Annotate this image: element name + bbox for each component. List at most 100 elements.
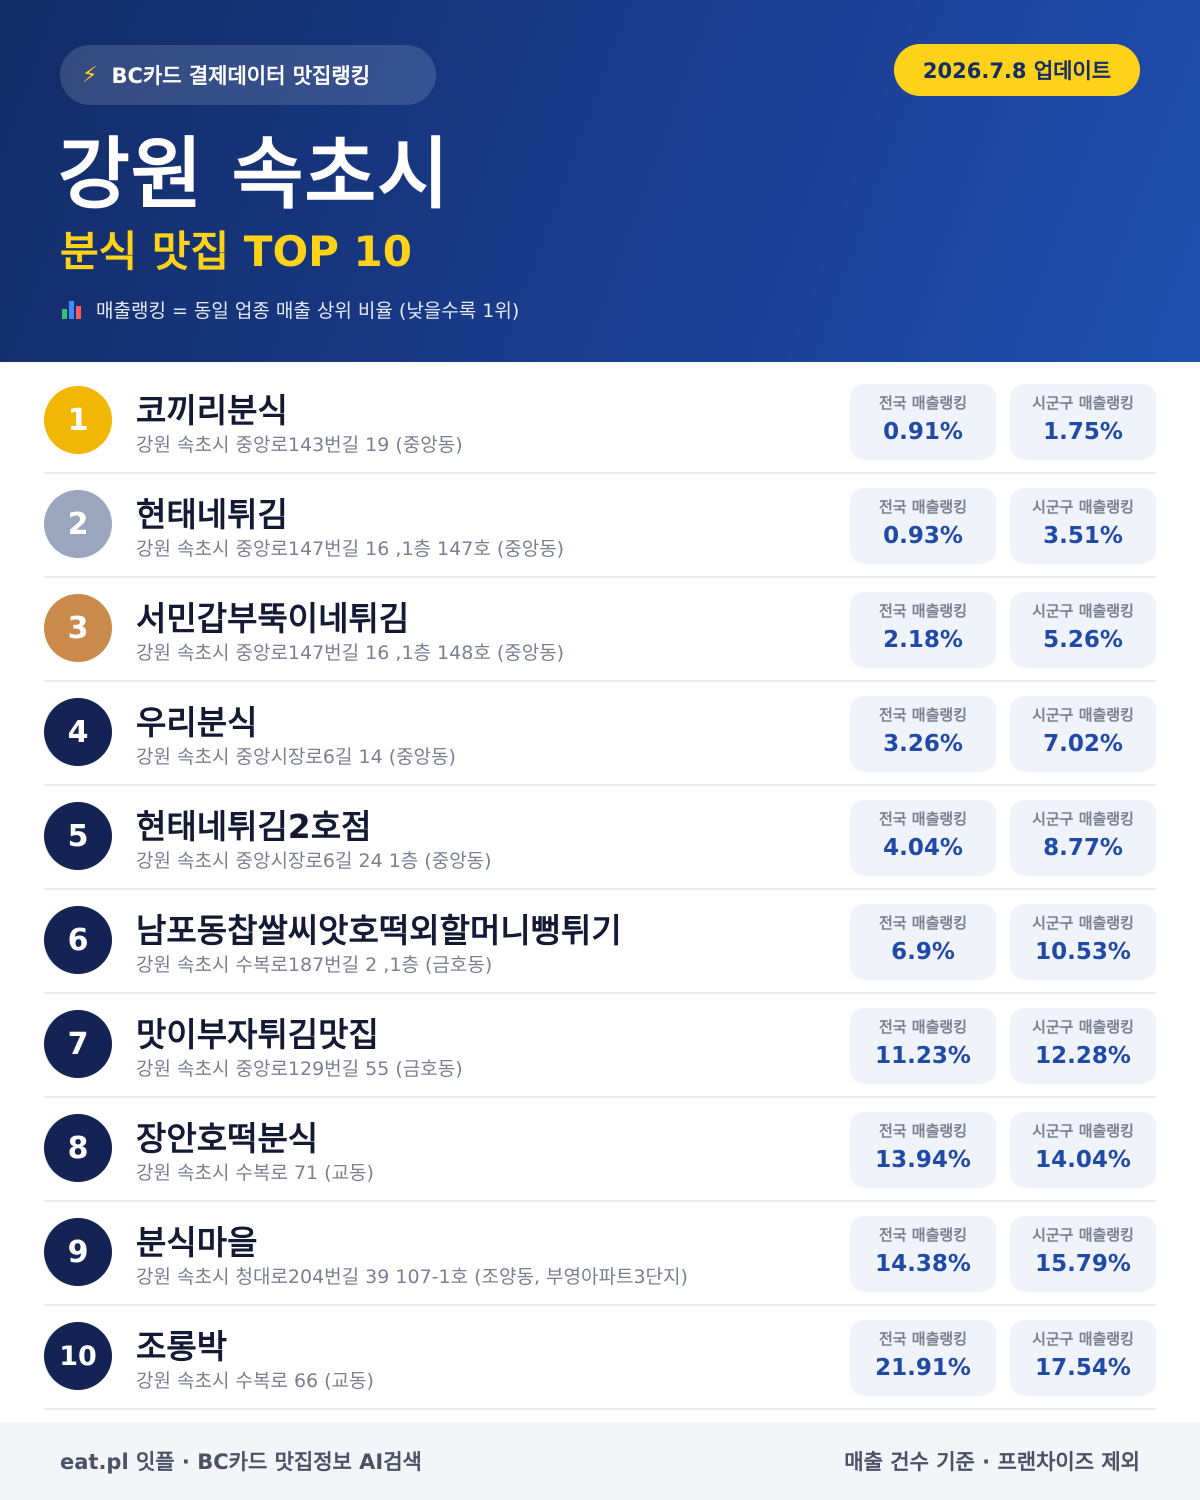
list-item[interactable]: 8 장안호떡분식 강원 속초시 수복로 71 (교동) 전국 매출랭킹 13.94% 시군…	[44, 1098, 1156, 1202]
source-badge: ⚡ BC카드 결제데이터 맛집랭킹	[60, 45, 436, 105]
footer: eat.pl 잇플 · BC카드 맛집정보 AI검색 매출 건수 기준 · 프랜…	[0, 1422, 1200, 1500]
local-ranking-value: 14.04%	[1035, 1147, 1131, 1173]
national-ranking-label: 전국 매출랭킹	[878, 394, 968, 412]
rank-badge: 2	[44, 490, 112, 558]
local-ranking-card: 시군구 매출랭킹 10.53%	[1010, 904, 1156, 980]
national-ranking-label: 전국 매출랭킹	[878, 602, 968, 620]
rank-badge: 3	[44, 594, 112, 662]
national-ranking-card: 전국 매출랭킹 13.94%	[850, 1112, 996, 1188]
local-ranking-label: 시군구 매출랭킹	[1032, 1018, 1134, 1036]
local-ranking-card: 시군구 매출랭킹 15.79%	[1010, 1216, 1156, 1292]
lightning-icon: ⚡	[82, 62, 98, 88]
rank-badge: 10	[44, 1322, 112, 1390]
update-date-badge: 2026.7.8 업데이트	[894, 44, 1140, 96]
national-ranking-label: 전국 매출랭킹	[878, 1018, 968, 1036]
restaurant-name: 우리분식	[136, 703, 258, 742]
national-ranking-label: 전국 매출랭킹	[878, 706, 968, 724]
national-ranking-label: 전국 매출랭킹	[878, 810, 968, 828]
national-ranking-value: 14.38%	[875, 1251, 971, 1277]
national-ranking-label: 전국 매출랭킹	[878, 1122, 968, 1140]
national-ranking-card: 전국 매출랭킹 3.26%	[850, 696, 996, 772]
restaurant-name: 코끼리분식	[136, 391, 288, 430]
national-ranking-card: 전국 매출랭킹 21.91%	[850, 1320, 996, 1396]
national-ranking-card: 전국 매출랭킹 11.23%	[850, 1008, 996, 1084]
local-ranking-card: 시군구 매출랭킹 1.75%	[1010, 384, 1156, 460]
national-ranking-value: 2.18%	[883, 627, 963, 653]
local-ranking-card: 시군구 매출랭킹 7.02%	[1010, 696, 1156, 772]
national-ranking-label: 전국 매출랭킹	[878, 914, 968, 932]
rank-badge: 9	[44, 1218, 112, 1286]
national-ranking-label: 전국 매출랭킹	[878, 498, 968, 516]
national-ranking-card: 전국 매출랭킹 6.9%	[850, 904, 996, 980]
local-ranking-card: 시군구 매출랭킹 8.77%	[1010, 800, 1156, 876]
national-ranking-value: 11.23%	[875, 1043, 971, 1069]
restaurant-address: 강원 속초시 중앙로147번길 16 ,1층 147호 (중앙동)	[136, 538, 565, 560]
restaurant-address: 강원 속초시 수복로187번길 2 ,1층 (금호동)	[136, 954, 493, 976]
rank-badge: 7	[44, 1010, 112, 1078]
local-ranking-value: 5.26%	[1043, 627, 1123, 653]
restaurant-address: 강원 속초시 중앙로129번길 55 (금호동)	[136, 1058, 463, 1080]
national-ranking-card: 전국 매출랭킹 2.18%	[850, 592, 996, 668]
local-ranking-label: 시군구 매출랭킹	[1032, 1226, 1134, 1244]
national-ranking-card: 전국 매출랭킹 14.38%	[850, 1216, 996, 1292]
local-ranking-card: 시군구 매출랭킹 17.54%	[1010, 1320, 1156, 1396]
footer-criteria: 매출 건수 기준 · 프랜차이즈 제외	[844, 1450, 1140, 1474]
ranking-list: 1 코끼리분식 강원 속초시 중앙로143번길 19 (중앙동) 전국 매출랭킹 0.9…	[44, 370, 1156, 1410]
local-ranking-card: 시군구 매출랭킹 3.51%	[1010, 488, 1156, 564]
restaurant-name: 맛이부자튀김맛집	[136, 1015, 379, 1054]
national-ranking-card: 전국 매출랭킹 0.93%	[850, 488, 996, 564]
national-ranking-value: 21.91%	[875, 1355, 971, 1381]
restaurant-address: 강원 속초시 중앙시장로6길 24 1층 (중앙동)	[136, 850, 492, 872]
region-title: 강원 속초시	[58, 130, 450, 220]
local-ranking-label: 시군구 매출랭킹	[1032, 810, 1134, 828]
restaurant-name: 분식마을	[136, 1223, 258, 1262]
national-ranking-label: 전국 매출랭킹	[878, 1226, 968, 1244]
restaurant-name: 남포동찹쌀씨앗호떡외할머니뻥튀기	[136, 911, 622, 950]
local-ranking-label: 시군구 매출랭킹	[1032, 914, 1134, 932]
footer-source: eat.pl 잇플 · BC카드 맛집정보 AI검색	[60, 1450, 422, 1474]
local-ranking-label: 시군구 매출랭킹	[1032, 602, 1134, 620]
list-item[interactable]: 10 조롱박 강원 속초시 수복로 66 (교동) 전국 매출랭킹 21.91% 시군구 …	[44, 1306, 1156, 1410]
restaurant-address: 강원 속초시 중앙로147번길 16 ,1층 148호 (중앙동)	[136, 642, 565, 664]
local-ranking-value: 8.77%	[1043, 835, 1123, 861]
header-banner: ⚡ BC카드 결제데이터 맛집랭킹 2026.7.8 업데이트 강원 속초시 분…	[0, 0, 1200, 362]
category-subtitle: 분식 맛집 TOP 10	[60, 227, 413, 276]
national-ranking-value: 4.04%	[883, 835, 963, 861]
list-item[interactable]: 4 우리분식 강원 속초시 중앙시장로6길 14 (중앙동) 전국 매출랭킹 3.26%…	[44, 682, 1156, 786]
ranking-note: 매출랭킹 = 동일 업종 매출 상위 비율 (낮을수록 1위)	[60, 296, 519, 323]
restaurant-address: 강원 속초시 중앙로143번길 19 (중앙동)	[136, 434, 463, 456]
restaurant-address: 강원 속초시 청대로204번길 39 107-1호 (조양동, 부영아파트3단지…	[136, 1266, 688, 1288]
source-badge-label: BC카드 결제데이터 맛집랭킹	[111, 64, 371, 88]
local-ranking-value: 12.28%	[1035, 1043, 1131, 1069]
list-item[interactable]: 5 현태네튀김2호점 강원 속초시 중앙시장로6길 24 1층 (중앙동) 전국 매출…	[44, 786, 1156, 890]
local-ranking-value: 15.79%	[1035, 1251, 1131, 1277]
rank-badge: 8	[44, 1114, 112, 1182]
restaurant-name: 장안호떡분식	[136, 1119, 319, 1158]
rank-badge: 6	[44, 906, 112, 974]
rank-badge: 4	[44, 698, 112, 766]
list-item[interactable]: 2 현태네튀김 강원 속초시 중앙로147번길 16 ,1층 147호 (중앙동) 전…	[44, 474, 1156, 578]
local-ranking-label: 시군구 매출랭킹	[1032, 1122, 1134, 1140]
national-ranking-value: 0.91%	[883, 419, 963, 445]
national-ranking-value: 13.94%	[875, 1147, 971, 1173]
restaurant-address: 강원 속초시 수복로 66 (교동)	[136, 1370, 374, 1392]
local-ranking-card: 시군구 매출랭킹 14.04%	[1010, 1112, 1156, 1188]
local-ranking-label: 시군구 매출랭킹	[1032, 394, 1134, 412]
local-ranking-label: 시군구 매출랭킹	[1032, 498, 1134, 516]
restaurant-name: 서민갑부뚝이네튀김	[136, 599, 410, 638]
rank-badge: 1	[44, 386, 112, 454]
national-ranking-value: 3.26%	[883, 731, 963, 757]
local-ranking-value: 10.53%	[1035, 939, 1131, 965]
local-ranking-label: 시군구 매출랭킹	[1032, 706, 1134, 724]
national-ranking-card: 전국 매출랭킹 0.91%	[850, 384, 996, 460]
local-ranking-value: 1.75%	[1043, 419, 1123, 445]
local-ranking-value: 3.51%	[1043, 523, 1123, 549]
local-ranking-value: 7.02%	[1043, 731, 1123, 757]
local-ranking-card: 시군구 매출랭킹 5.26%	[1010, 592, 1156, 668]
national-ranking-label: 전국 매출랭킹	[878, 1330, 968, 1348]
